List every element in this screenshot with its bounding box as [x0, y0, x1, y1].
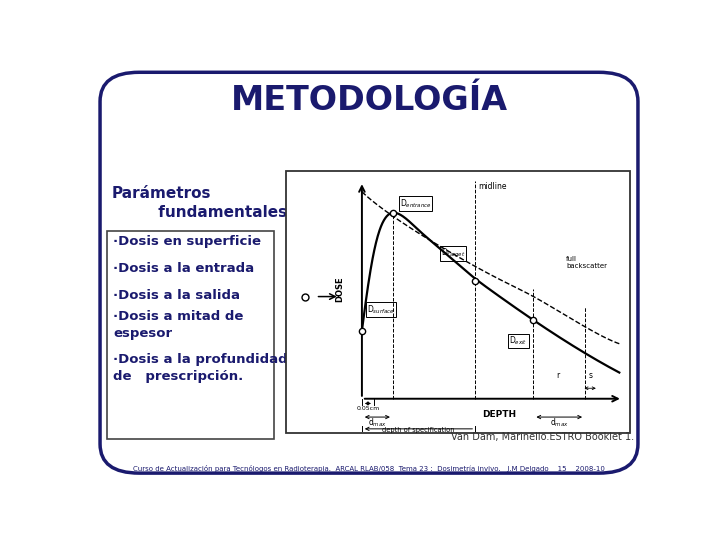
Text: ·Dosis a la entrada: ·Dosis a la entrada — [114, 262, 255, 275]
Text: Van Dam, Marinello.ESTRO Booklet 1.: Van Dam, Marinello.ESTRO Booklet 1. — [451, 432, 634, 442]
Text: METODOLOGÍA: METODOLOGÍA — [230, 84, 508, 117]
FancyBboxPatch shape — [100, 72, 638, 473]
Text: ·Dosis a mitad de
espesor: ·Dosis a mitad de espesor — [114, 309, 244, 340]
Text: fundamentales: fundamentales — [111, 205, 287, 220]
Text: ·Dosis a la salida: ·Dosis a la salida — [114, 289, 240, 302]
Text: ·Dosis a la profundidad
de   prescripción.: ·Dosis a la profundidad de prescripción. — [114, 353, 288, 383]
Text: Parámetros: Parámetros — [111, 186, 211, 201]
Text: ·Dosis en superficie: ·Dosis en superficie — [114, 235, 261, 248]
Bar — [287, 171, 629, 433]
FancyBboxPatch shape — [107, 231, 274, 439]
Text: Curso de Actualización para Tecnólogos en Radioterapia.  ARCAL RLAB/058  Tema 23: Curso de Actualización para Tecnólogos e… — [133, 464, 605, 471]
